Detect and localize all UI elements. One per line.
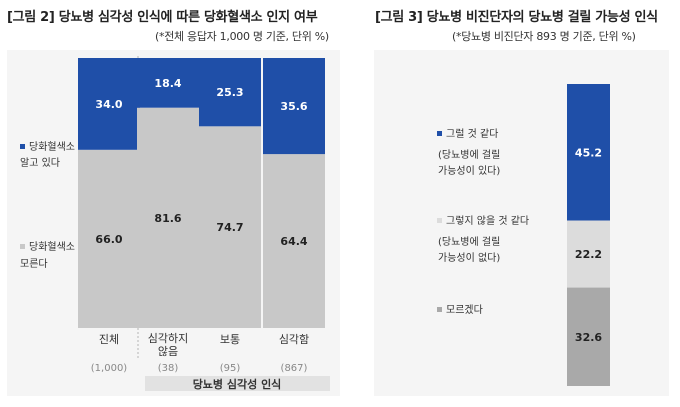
count-label-3: (867) [281,363,308,374]
x-axis-title-bg [145,376,330,391]
legend-unknown-1: 모르겠다 [446,304,483,316]
category-label-3: 심각함 [279,333,309,346]
data-label-know-0: 34.0 [95,98,122,111]
bar-know-3 [263,58,325,155]
legend-likely-1: 그럴 것 같다 [446,127,498,140]
legend-unlikely-2: (당뇨병에 걸릴 [438,235,500,248]
data-label-know-3: 35.6 [280,100,307,113]
bar-fig3-1 [567,220,610,288]
figure3-title: [그림 3] 당뇨병 비진단자의 당뇨병 걸릴 가능성 인식 [375,10,658,25]
count-label-1: (38) [158,363,179,374]
legend-unlikely-1: 그렇지 않을 것 같다 [446,214,529,227]
bar-dont-know-0 [78,149,140,328]
bar-dont-know-3 [263,154,325,328]
legend-unlikely-3: 가능성이 없다) [438,251,500,264]
data-label-dont-know-0: 66.0 [95,233,122,246]
data-label-dont-know-3: 64.4 [280,235,307,248]
category-label-1b: 않음 [158,345,178,358]
legend-swatch-unknown [437,307,442,312]
data-label-dont-know-1: 81.6 [154,212,181,225]
legend-likely-2: (당뇨병에 걸릴 [438,148,500,161]
legend-swatch-dont-know [20,244,25,249]
legend-swatch-unlikely [437,218,442,223]
bar-fig3-2 [567,84,610,221]
bar-dont-know-1 [137,107,199,329]
category-label-2: 보통 [220,333,240,346]
data-label-dont-know-2: 74.7 [216,221,243,234]
bar-know-2 [199,58,261,127]
category-label-0: 진체 [99,333,119,346]
bar-know-1 [137,58,199,108]
bar-fig3-0 [567,287,610,386]
figure3-note: (*당뇨병 비진단자 893 명 기준, 단위 %) [452,30,636,43]
figure3-panel [374,50,669,396]
legend-label-know-1: 당화혈색소 [29,140,75,153]
legend-label-know-2: 알고 있다 [20,157,60,169]
legend-label-dont-know-1: 당화혈색소 [29,240,75,253]
count-label-0: (1,000) [91,363,128,374]
count-label-2: (95) [220,363,241,374]
category-label-1a: 심각하지 [148,331,188,345]
figure2-note: (*전체 응답자 1,000 명 기준, 단위 %) [155,30,329,43]
bar-know-0 [78,58,140,150]
data-label-fig3-0: 32.6 [575,331,602,344]
data-label-know-1: 18.4 [154,77,181,90]
bar-dont-know-2 [199,126,261,328]
legend-likely-3: 가능성이 있다) [438,165,500,177]
data-label-fig3-1: 22.2 [575,248,602,261]
figure2-title: [그림 2] 당뇨병 심각성 인식에 따른 당화혈색소 인지 여부 [7,10,318,25]
legend-swatch-know [20,144,25,149]
data-label-know-2: 25.3 [216,86,243,99]
legend-swatch-likely [437,131,442,136]
legend-label-dont-know-2: 모른다 [20,258,48,270]
x-axis-title: 당뇨병 심각성 인식 [193,377,282,391]
data-label-fig3-2: 45.2 [575,146,602,159]
